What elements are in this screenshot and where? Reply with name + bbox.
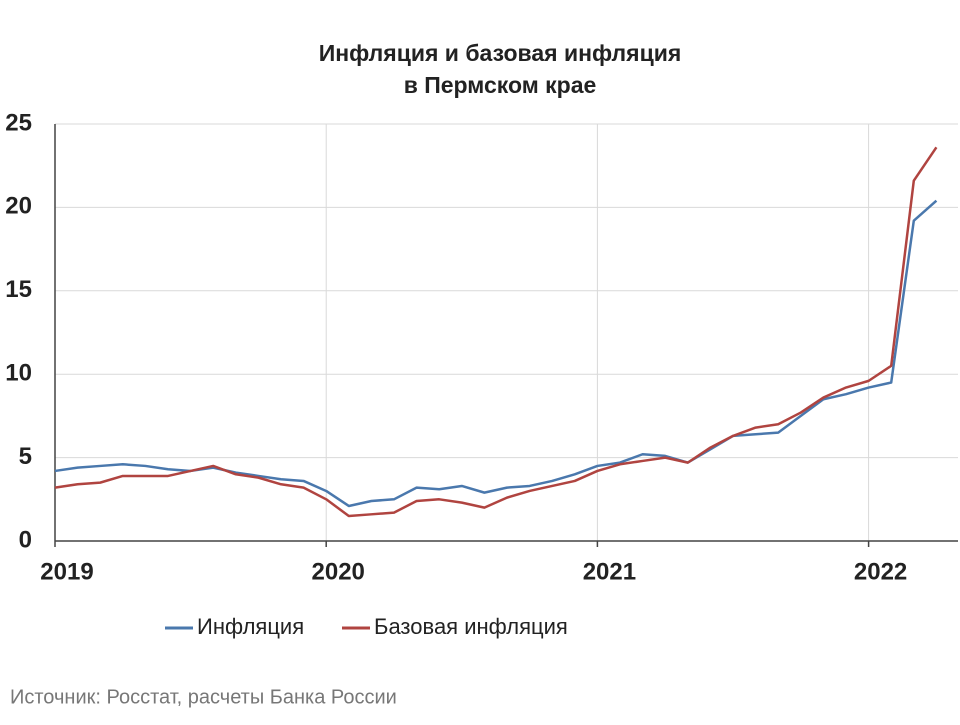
x-tick-label: 2019	[40, 558, 93, 585]
series-line	[54, 199, 938, 508]
legend-label: Базовая инфляция	[374, 614, 568, 639]
y-tick-label: 5	[19, 443, 32, 470]
x-tick-label: 2022	[854, 558, 907, 585]
chart-subtitle: в Пермском крае	[404, 72, 597, 98]
y-tick-label: 0	[19, 526, 32, 553]
y-tick-label: 15	[5, 276, 32, 303]
chart-title: Инфляция и базовая инфляция	[319, 40, 682, 66]
source-note: Источник: Росстат, расчеты Банка России	[10, 686, 397, 708]
y-tick-label: 25	[5, 109, 32, 136]
y-tick-label: 10	[5, 360, 32, 387]
x-tick-label: 2021	[583, 558, 636, 585]
series-line	[54, 146, 938, 518]
legend-label: Инфляция	[197, 614, 304, 639]
y-tick-label: 20	[5, 193, 32, 220]
x-tick-label: 2020	[312, 558, 365, 585]
